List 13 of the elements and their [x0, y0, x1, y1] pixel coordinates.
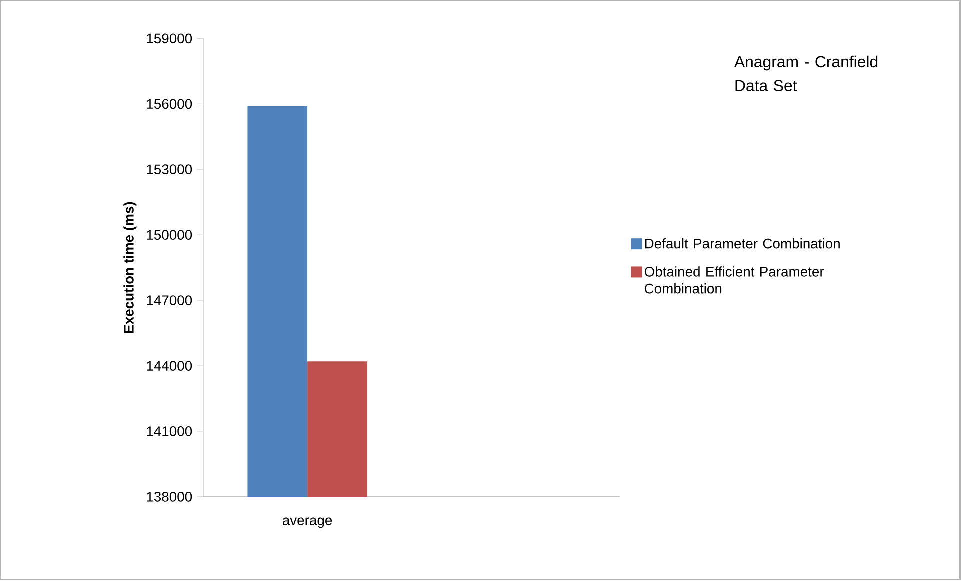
y-tick-label: 141000	[147, 426, 192, 437]
y-tick-label: 156000	[147, 99, 192, 110]
y-tick-label: 138000	[147, 492, 192, 502]
y-tick-label: 144000	[147, 361, 192, 372]
x-tick-label: average	[282, 518, 332, 528]
text: Anagram - Cranfield Data Set	[734, 56, 878, 92]
legend-label: Default Parameter Combination	[645, 238, 840, 249]
y-tick-label: 150000	[147, 230, 192, 240]
y-tick-label: 147000	[147, 296, 192, 306]
legend-label: Obtained Efficient Parameter Combination	[644, 266, 824, 294]
y-tick-label: 159000	[147, 34, 192, 44]
y-axis-title: Execution time (ms)	[124, 202, 137, 334]
y-tick-label: 153000	[147, 164, 192, 175]
